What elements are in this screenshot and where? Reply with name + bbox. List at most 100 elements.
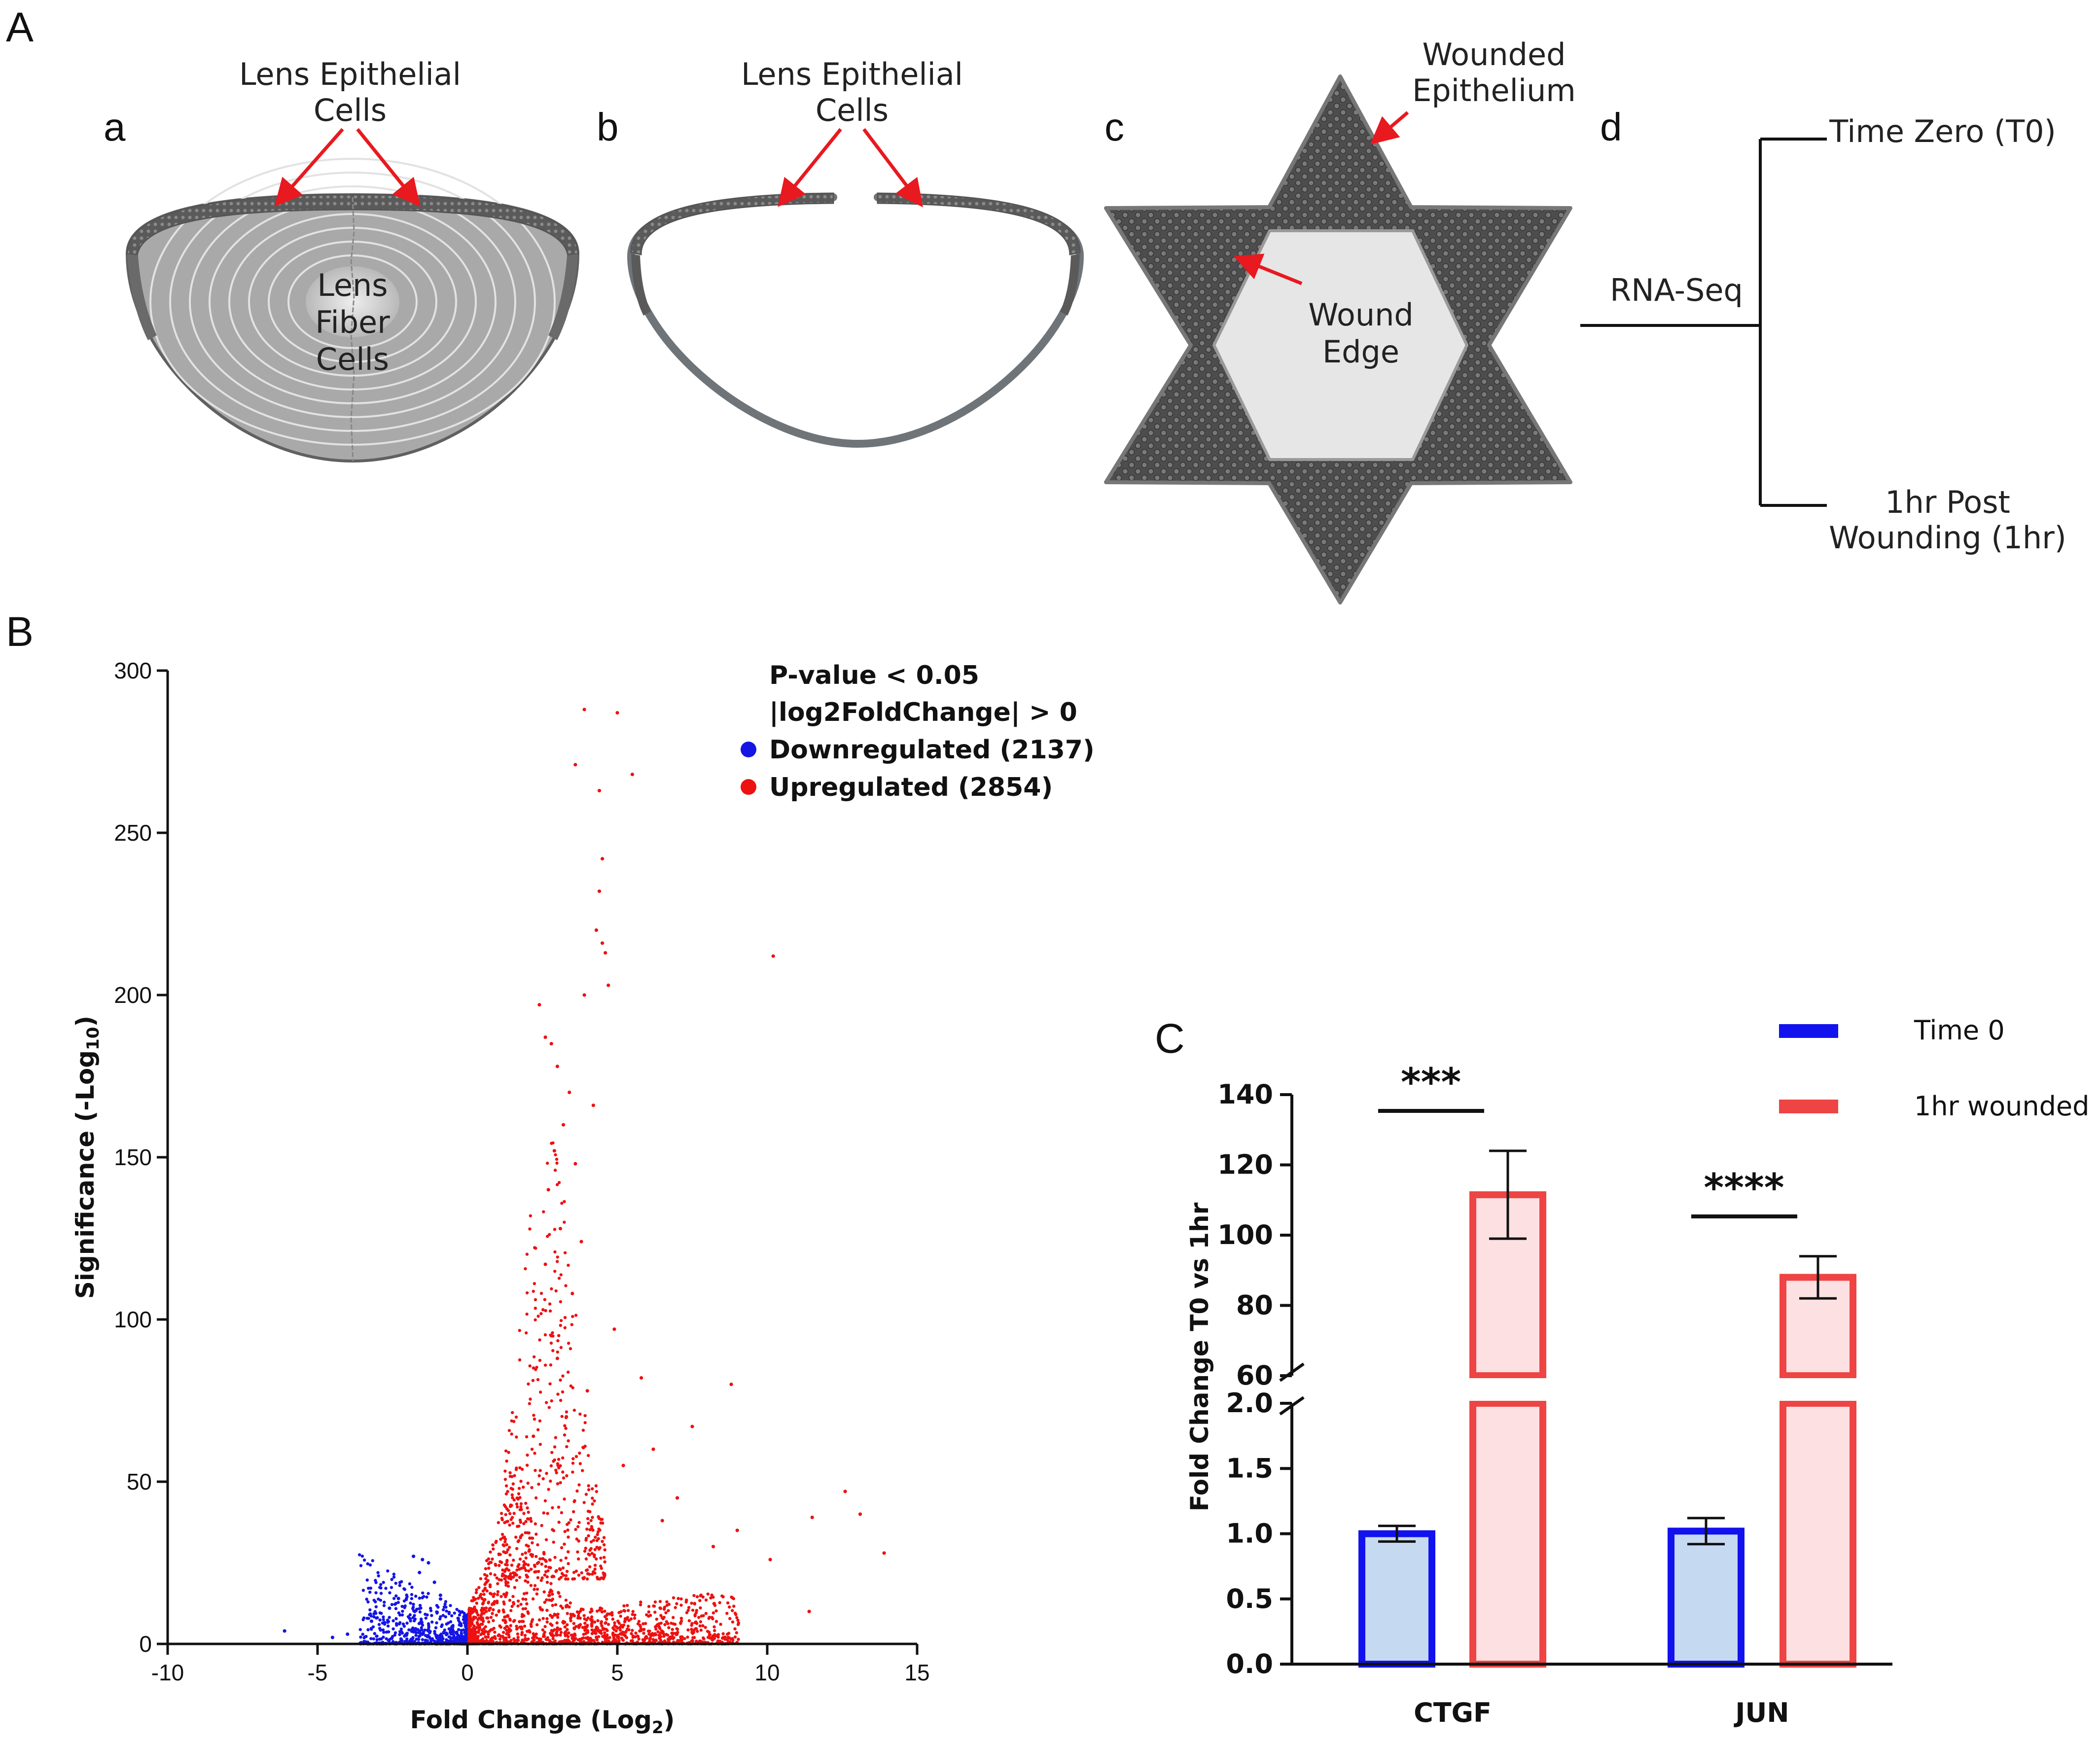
volcano-point-down	[435, 1611, 439, 1615]
volcano-point-up	[530, 1520, 533, 1523]
volcano-point-up	[555, 1471, 558, 1475]
volcano-y-tick-label: 150	[114, 1144, 152, 1170]
volcano-point-up	[515, 1466, 518, 1470]
volcano-point-up	[561, 1123, 566, 1127]
volcano-point-up	[516, 1632, 520, 1636]
volcano-point-up	[543, 1559, 547, 1562]
volcano-point-up	[582, 1501, 586, 1504]
volcano-point-up	[680, 1638, 684, 1641]
volcano-point-up	[499, 1595, 503, 1598]
axis-break-mark-bottom	[1279, 1396, 1305, 1416]
volcano-point-up	[553, 1169, 557, 1172]
volcano-point-up	[571, 1613, 575, 1616]
volcano-point-up	[510, 1411, 514, 1415]
volcano-point-up	[551, 1349, 555, 1353]
volcano-point-down	[421, 1558, 425, 1562]
volcano-point-up	[597, 1547, 601, 1551]
volcano-point-down	[455, 1607, 459, 1611]
volcano-point-up	[549, 1588, 553, 1592]
volcano-point-down	[418, 1607, 421, 1610]
volcano-point-up	[619, 1614, 622, 1618]
volcano-point-up	[679, 1603, 683, 1607]
volcano-point-down	[403, 1588, 407, 1591]
volcano-point-up	[550, 1141, 553, 1145]
volcano-point-up	[524, 1607, 528, 1610]
volcano-point-up	[576, 1614, 580, 1618]
volcano-point-down	[444, 1600, 448, 1603]
volcano-point-up	[536, 1378, 540, 1382]
legend-title-pvalue: P-value < 0.05	[769, 661, 979, 690]
volcano-point-up	[614, 1629, 618, 1633]
volcano-point-up	[565, 1523, 569, 1526]
volcano-point-up	[483, 1573, 487, 1576]
volcano-point-up	[586, 1509, 590, 1513]
volcano-point-down	[412, 1603, 415, 1606]
volcano-point-up	[544, 1565, 548, 1568]
volcano-point-up	[528, 1549, 531, 1553]
panel-b-letter: B	[6, 608, 34, 655]
volcano-point-up	[578, 1451, 581, 1455]
volcano-point-up	[575, 1610, 579, 1614]
volcano-point-up	[555, 1569, 558, 1572]
volcano-point-down	[376, 1616, 379, 1620]
volcano-point-up	[711, 1545, 715, 1549]
volcano-point-up	[622, 1609, 626, 1612]
volcano-point-down	[401, 1622, 405, 1626]
volcano-point-up	[503, 1540, 507, 1544]
volcano-point-up	[517, 1492, 521, 1496]
volcano-point-up	[534, 1298, 537, 1302]
rnaseq-label: RNA-Seq	[1610, 272, 1743, 308]
volcano-point-up	[623, 1620, 627, 1624]
bar-y-tick-label: 80	[1236, 1290, 1273, 1321]
volcano-point-down	[464, 1630, 467, 1633]
volcano-point-up	[593, 1564, 597, 1567]
volcano-point-up	[719, 1622, 722, 1626]
volcano-point-down	[398, 1613, 402, 1617]
legend-1hr-swatch	[1779, 1100, 1838, 1113]
volcano-point-up	[699, 1628, 703, 1632]
legend-1hr-label: 1hr wounded	[1914, 1091, 2089, 1122]
volcano-point-up	[687, 1605, 691, 1609]
volcano-point-down	[410, 1593, 414, 1597]
volcano-point-up	[539, 1291, 543, 1295]
volcano-point-up	[505, 1543, 508, 1546]
volcano-point-up	[548, 1594, 551, 1597]
volcano-point-down	[398, 1584, 402, 1587]
volcano-point-up	[882, 1551, 886, 1555]
volcano-point-up	[723, 1638, 727, 1641]
volcano-point-up	[586, 1517, 590, 1521]
volcano-point-up	[577, 1573, 581, 1577]
volcano-point-down	[365, 1578, 369, 1582]
volcano-point-up	[524, 1556, 528, 1560]
volcano-point-up	[529, 1397, 532, 1401]
volcano-point-up	[538, 1443, 542, 1446]
volcano-point-up	[623, 1634, 627, 1638]
volcano-point-up	[616, 1626, 619, 1630]
volcano-point-up	[544, 1538, 548, 1541]
volcano-point-down	[369, 1637, 373, 1640]
volcano-point-up	[543, 1499, 547, 1502]
volcano-point-up	[524, 1551, 528, 1555]
volcano-point-up	[642, 1628, 646, 1632]
timepoint-bracket	[1580, 138, 1827, 507]
volcano-point-up	[626, 1627, 629, 1631]
volcano-point-up	[520, 1631, 524, 1634]
volcano-point-up	[551, 1528, 554, 1531]
volcano-point-up	[600, 1624, 604, 1628]
volcano-point-down	[378, 1611, 382, 1615]
volcano-point-down	[430, 1637, 434, 1640]
volcano-point-up	[569, 1518, 572, 1522]
volcano-point-up	[551, 1629, 555, 1633]
volcano-point-up	[664, 1611, 668, 1614]
volcano-point-up	[731, 1620, 735, 1624]
volcano-point-up	[585, 1528, 589, 1531]
bar-y-tick-label: 0.0	[1226, 1648, 1273, 1679]
volcano-point-up	[564, 1630, 568, 1634]
volcano-point-up	[482, 1611, 486, 1615]
volcano-point-up	[570, 1291, 574, 1295]
volcano-point-up	[560, 1572, 564, 1575]
volcano-point-up	[475, 1588, 478, 1592]
volcano-point-up	[620, 1633, 624, 1636]
volcano-point-up	[592, 1639, 596, 1642]
volcano-point-up	[590, 1615, 594, 1619]
